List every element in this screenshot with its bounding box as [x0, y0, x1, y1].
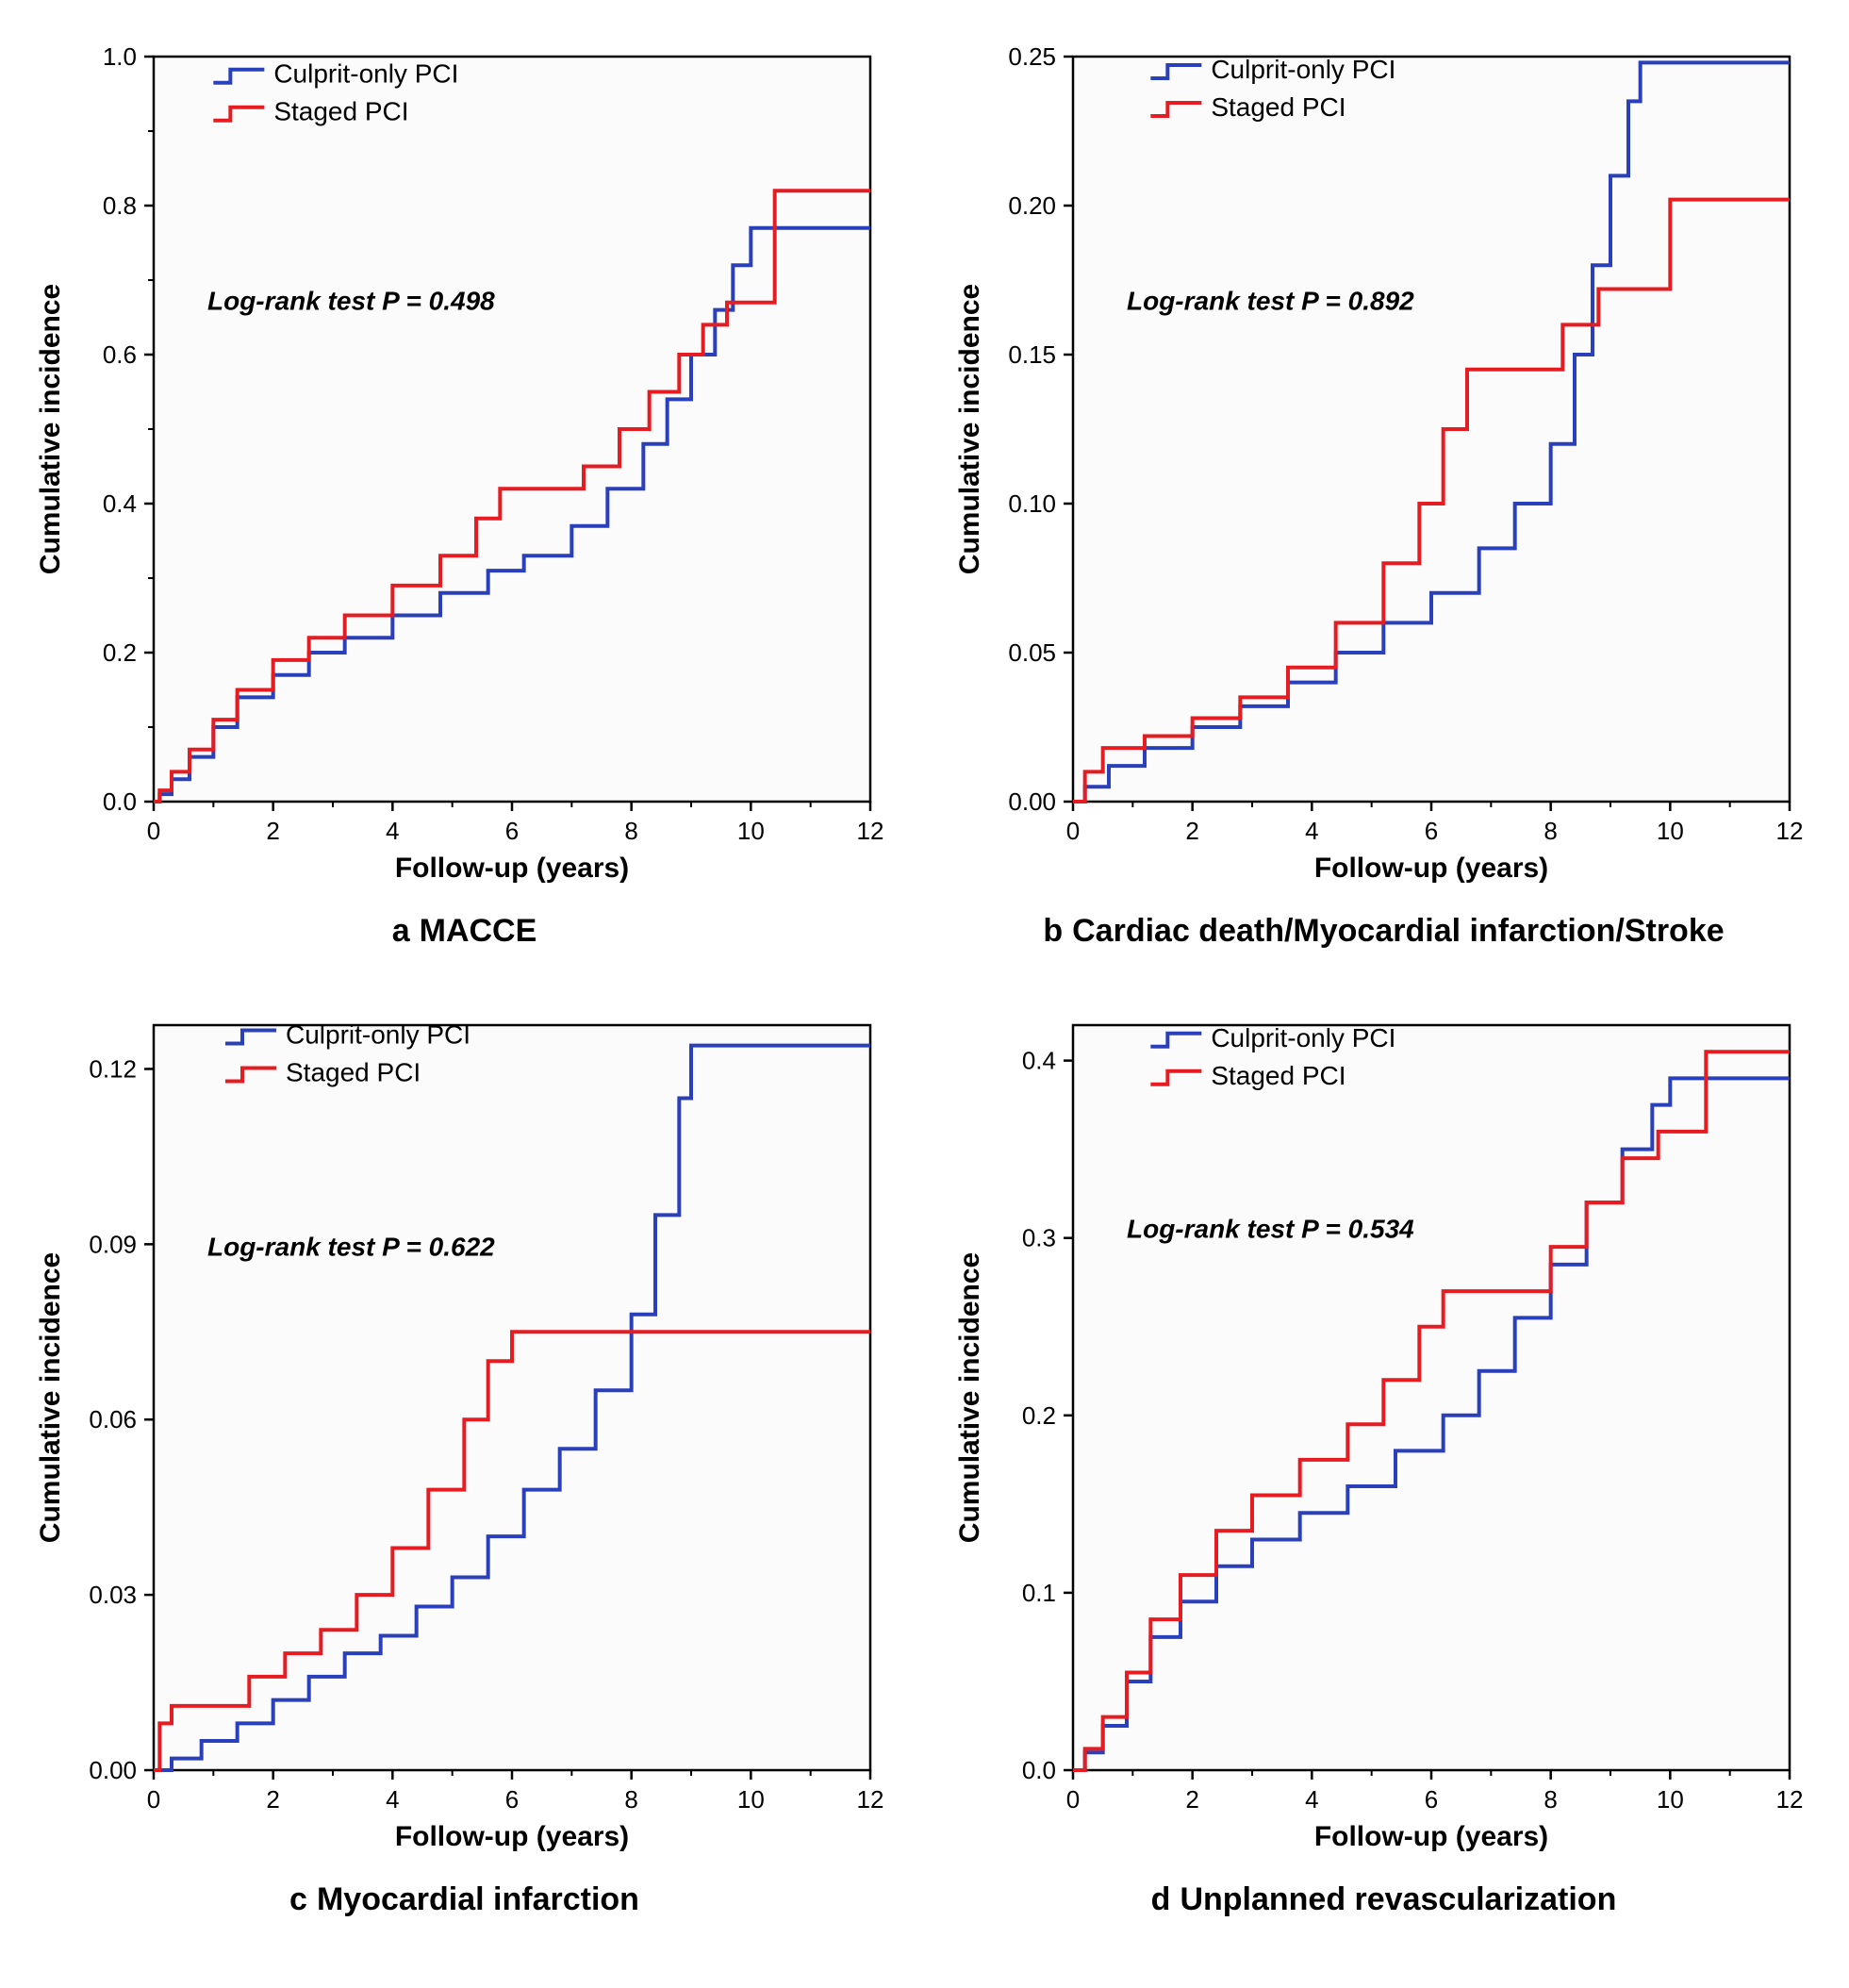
legend-label: Staged PCI: [286, 1057, 421, 1086]
ylabel: Cumulative incidence: [954, 1252, 985, 1543]
xtick-label: 12: [856, 817, 883, 845]
panel-a: 0 2 4 6 8 10 12 0.0 0.2 0.4 0.6 0.8 1.0 Follow-up (ye…: [19, 19, 910, 950]
ytick-label: 0.00: [1008, 787, 1056, 816]
annotation: Log-rank test P = 0.892: [1127, 287, 1414, 316]
ylabel: Cumulative incidence: [954, 284, 985, 574]
legend-label: Culprit-only PCI: [1211, 55, 1395, 84]
legend-label: Culprit-only PCI: [286, 1019, 471, 1049]
xtick-label: 12: [1775, 817, 1803, 845]
ytick-label: 0.03: [89, 1581, 137, 1609]
ytick-label: 0.3: [1021, 1224, 1055, 1252]
caption-b: bCardiac death/Myocardial infarction/Str…: [1043, 913, 1724, 950]
ytick-label: 0.2: [102, 638, 136, 667]
chart-c: 0 2 4 6 8 10 12 0.00 0.03 0.06 0.09 0.12 Follow-up (…: [22, 987, 908, 1874]
annotation: Log-rank test P = 0.534: [1127, 1215, 1414, 1244]
xtick-label: 2: [1185, 817, 1198, 845]
xtick-label: 8: [1544, 1785, 1557, 1814]
xtick-label: 0: [146, 817, 159, 845]
caption-d: dUnplanned revascularization: [1151, 1881, 1617, 1918]
ytick-label: 0.0: [1021, 1756, 1055, 1784]
xtick-label: 4: [386, 817, 399, 845]
ylabel: Cumulative incidence: [35, 1252, 66, 1543]
ytick-label: 0.06: [89, 1405, 137, 1433]
ytick-label: 0.8: [102, 191, 136, 220]
ytick-label: 0.12: [89, 1054, 137, 1083]
annotation: Log-rank test P = 0.498: [207, 287, 495, 316]
ytick-label: 0.4: [1021, 1047, 1055, 1075]
xlabel: Follow-up (years): [394, 853, 628, 884]
xtick-label: 10: [1656, 817, 1683, 845]
ytick-label: 0.0: [102, 787, 136, 816]
xtick-label: 0: [146, 1785, 159, 1814]
legend-label: Staged PCI: [1211, 1061, 1345, 1090]
legend-label: Culprit-only PCI: [1211, 1023, 1395, 1052]
ytick-label: 0.15: [1008, 340, 1056, 369]
ytick-label: 0.6: [102, 340, 136, 369]
panel-b: 0 2 4 6 8 10 12 0.00 0.05 0.10 0.15 0.20 0.25 Follow-…: [938, 19, 1829, 950]
panel-d: 0 2 4 6 8 10 12 0.0 0.1 0.2 0.3 0.4 Follow-up (years…: [938, 987, 1829, 1918]
xtick-label: 6: [504, 817, 518, 845]
ytick-label: 0.10: [1008, 489, 1056, 518]
ytick-label: 0.05: [1008, 638, 1056, 667]
ytick-label: 0.1: [1021, 1579, 1055, 1607]
caption-a: aMACCE: [392, 913, 537, 950]
xtick-label: 10: [736, 1785, 764, 1814]
xlabel: Follow-up (years): [394, 1821, 628, 1852]
xtick-label: 2: [266, 817, 279, 845]
xtick-label: 4: [386, 1785, 399, 1814]
ytick-label: 0.4: [102, 489, 136, 518]
legend-label: Staged PCI: [1211, 92, 1345, 122]
xtick-label: 2: [266, 1785, 279, 1814]
ytick-label: 0.09: [89, 1230, 137, 1258]
caption-c: cMyocardial infarction: [289, 1881, 639, 1918]
xlabel: Follow-up (years): [1313, 1821, 1547, 1852]
ytick-label: 0.2: [1021, 1401, 1055, 1430]
xlabel: Follow-up (years): [1313, 853, 1547, 884]
legend-label: Culprit-only PCI: [273, 59, 458, 89]
xtick-label: 12: [856, 1785, 883, 1814]
xtick-label: 6: [504, 1785, 518, 1814]
caption-text: Myocardial infarction: [317, 1881, 639, 1917]
ytick-label: 0.20: [1008, 191, 1056, 220]
chart-a: 0 2 4 6 8 10 12 0.0 0.2 0.4 0.6 0.8 1.0 Follow-up (ye…: [22, 19, 908, 905]
xtick-label: 8: [1544, 817, 1557, 845]
xtick-label: 4: [1305, 817, 1318, 845]
ytick-label: 0.25: [1008, 42, 1056, 71]
annotation: Log-rank test P = 0.622: [207, 1233, 495, 1262]
xtick-label: 12: [1775, 1785, 1803, 1814]
chart-d: 0 2 4 6 8 10 12 0.0 0.1 0.2 0.3 0.4 Follow-up (years…: [941, 987, 1827, 1874]
xtick-label: 4: [1305, 1785, 1318, 1814]
xtick-label: 0: [1065, 1785, 1079, 1814]
xtick-label: 8: [624, 817, 637, 845]
ylabel: Cumulative incidence: [35, 284, 66, 574]
xtick-label: 6: [1424, 817, 1437, 845]
xtick-label: 6: [1424, 1785, 1437, 1814]
caption-text: Cardiac death/Myocardial infarction/Stro…: [1072, 913, 1725, 949]
ytick-label: 0.00: [89, 1756, 137, 1784]
xtick-label: 10: [1656, 1785, 1683, 1814]
caption-text: MACCE: [420, 913, 537, 949]
caption-text: Unplanned revascularization: [1180, 1881, 1616, 1917]
xtick-label: 8: [624, 1785, 637, 1814]
xtick-label: 2: [1185, 1785, 1198, 1814]
ytick-label: 1.0: [102, 42, 136, 71]
xtick-label: 10: [736, 817, 764, 845]
chart-b: 0 2 4 6 8 10 12 0.00 0.05 0.10 0.15 0.20 0.25 Follow-…: [941, 19, 1827, 905]
legend-label: Staged PCI: [273, 97, 408, 126]
xtick-label: 0: [1065, 817, 1079, 845]
panel-c: 0 2 4 6 8 10 12 0.00 0.03 0.06 0.09 0.12 Follow-up (…: [19, 987, 910, 1918]
